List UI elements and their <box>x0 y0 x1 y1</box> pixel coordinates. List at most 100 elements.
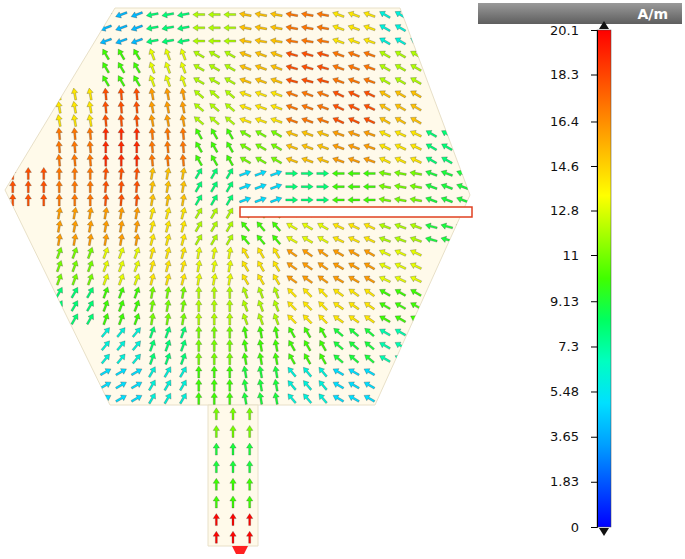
current-arrow <box>87 127 94 140</box>
current-arrow <box>213 478 219 490</box>
current-arrow <box>161 10 174 18</box>
tick: 16.4 <box>550 114 597 129</box>
current-arrow <box>272 326 280 339</box>
current-arrow <box>41 181 47 193</box>
current-arrow <box>213 461 219 473</box>
current-arrow <box>118 141 124 153</box>
current-arrow <box>196 326 202 338</box>
current-arrow <box>192 88 205 101</box>
current-arrow <box>117 220 125 233</box>
current-arrow <box>211 339 217 351</box>
current-arrow <box>331 286 345 298</box>
current-arrow <box>300 221 314 233</box>
current-arrow <box>179 206 188 219</box>
current-arrow <box>71 141 78 154</box>
current-arrow <box>54 246 64 259</box>
current-arrow <box>179 180 187 193</box>
current-arrow <box>41 194 47 206</box>
current-arrow <box>409 35 423 47</box>
current-arrow <box>54 259 64 272</box>
current-arrow <box>301 37 314 45</box>
current-arrow <box>41 167 47 179</box>
current-arrow <box>362 300 376 312</box>
current-arrow <box>193 153 205 167</box>
current-arrow <box>378 115 392 127</box>
current-arrow <box>347 339 360 352</box>
current-arrow <box>246 425 252 437</box>
current-arrow <box>241 352 249 365</box>
current-arrow <box>316 247 330 259</box>
current-arrow <box>56 127 63 140</box>
port <box>232 546 248 554</box>
current-arrow <box>332 129 345 139</box>
current-arrow <box>148 180 156 193</box>
current-arrow <box>440 222 453 231</box>
current-arrow <box>271 286 281 299</box>
current-arrow <box>316 89 329 99</box>
current-arrow <box>347 352 360 365</box>
current-arrow <box>196 300 202 312</box>
current-arrow <box>440 168 453 178</box>
current-arrow <box>103 154 109 166</box>
current-arrow <box>362 89 376 100</box>
current-arrow <box>393 155 407 166</box>
current-arrow <box>332 197 344 203</box>
current-arrow <box>316 286 329 299</box>
current-arrow <box>164 180 172 193</box>
current-arrow <box>270 49 283 59</box>
current-arrow <box>301 102 314 112</box>
feed-line <box>208 405 258 546</box>
current-arrow <box>257 326 265 339</box>
current-arrow <box>363 129 376 139</box>
current-arrow <box>285 24 298 32</box>
current-arrow <box>409 101 423 113</box>
current-arrow <box>130 10 143 20</box>
current-arrow <box>332 62 345 72</box>
current-arrow <box>164 286 172 299</box>
current-arrow <box>177 365 189 379</box>
current-arrow <box>347 260 361 272</box>
current-arrow <box>270 37 283 45</box>
current-arrow <box>70 246 80 259</box>
current-arrow <box>316 312 329 325</box>
current-arrow <box>409 261 423 272</box>
current-arrow <box>409 115 423 127</box>
current-arrow <box>257 392 265 405</box>
current-arrow <box>116 286 126 299</box>
current-arrow <box>347 393 361 405</box>
current-arrow <box>55 233 63 246</box>
current-arrow <box>425 168 438 178</box>
current-arrow <box>133 88 140 101</box>
current-arrow <box>208 127 220 141</box>
current-arrow <box>301 365 314 378</box>
current-arrow <box>179 220 188 233</box>
current-arrow <box>316 24 329 32</box>
current-arrow <box>362 274 376 286</box>
current-arrow <box>301 183 313 189</box>
current-arrow <box>301 339 313 353</box>
current-arrow <box>378 142 392 153</box>
current-arrow <box>148 246 157 259</box>
current-arrow <box>116 246 126 259</box>
current-arrow <box>71 127 78 140</box>
current-arrow <box>208 193 220 207</box>
current-arrow <box>378 62 392 74</box>
current-arrow <box>378 182 391 190</box>
current-arrow <box>301 170 313 176</box>
current-arrow <box>207 75 221 87</box>
current-arrow <box>362 247 376 259</box>
current-arrow <box>285 247 299 259</box>
current-arrow <box>285 286 298 299</box>
current-arrow <box>163 325 173 338</box>
current-arrow <box>254 89 267 99</box>
tick-label: 18.3 <box>550 67 579 82</box>
current-arrow <box>148 259 157 272</box>
current-arrow <box>87 154 94 167</box>
tick: 18.3 <box>550 67 597 82</box>
current-arrow <box>393 300 407 312</box>
current-arrow <box>115 339 128 352</box>
tick-mark <box>591 30 597 31</box>
current-arrow <box>208 25 220 31</box>
current-arrow <box>195 260 203 273</box>
current-arrow <box>70 259 80 272</box>
